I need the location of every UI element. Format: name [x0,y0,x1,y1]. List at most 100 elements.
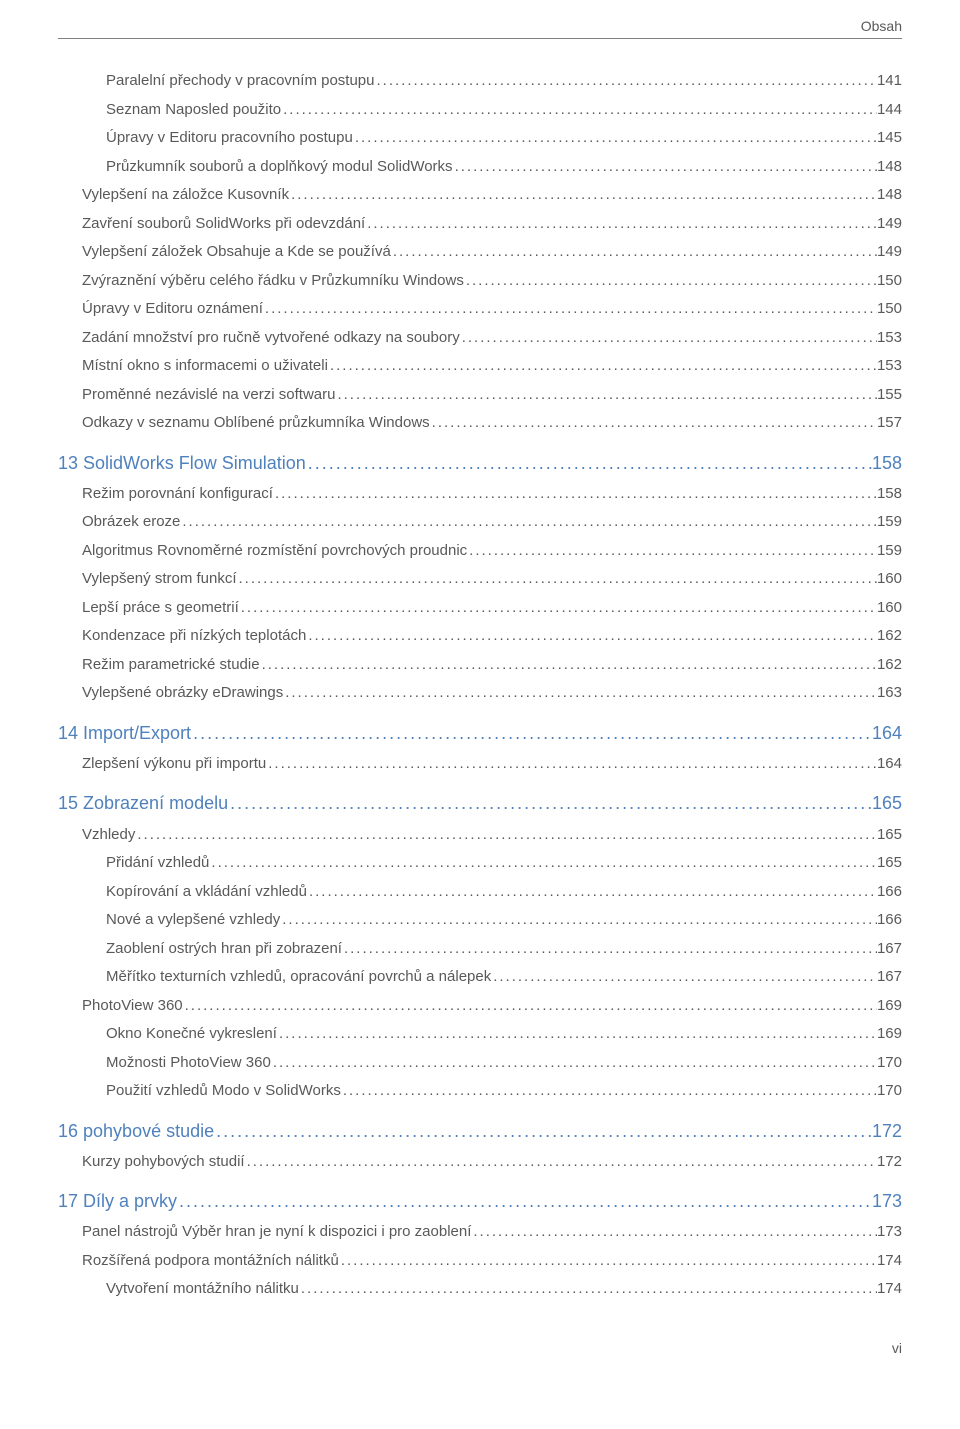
toc-label: Algoritmus Rovnoměrné rozmístění povrcho… [82,537,467,566]
toc-entry[interactable]: Režim parametrické studie162 [58,651,902,680]
toc-entry[interactable]: Panel nástrojů Výběr hran je nyní k disp… [58,1218,902,1247]
toc-label: Úpravy v Editoru oznámení [82,295,263,324]
toc-page: 149 [877,210,902,239]
toc-entry[interactable]: 17 Díly a prvky 173 [58,1184,902,1218]
toc-label: Zvýraznění výběru celého řádku v Průzkum… [82,267,464,296]
toc-entry[interactable]: Vylepšené obrázky eDrawings 163 [58,679,902,708]
toc-page: 153 [877,324,902,353]
toc-entry[interactable]: Režim porovnání konfigurací158 [58,480,902,509]
toc-leader [191,716,872,750]
toc-leader [289,181,877,210]
toc-label: Zaoblení ostrých hran při zobrazení [106,935,342,964]
toc-entry[interactable]: Zlepšení výkonu při importu164 [58,750,902,779]
toc-label: Režim porovnání konfigurací [82,480,273,509]
toc-label: Panel nástrojů Výběr hran je nyní k disp… [82,1218,471,1247]
toc-leader [453,153,877,182]
toc-leader [299,1275,877,1304]
page-header: Obsah [58,0,902,39]
toc-entry[interactable]: Vylepšení záložek Obsahuje a Kde se použ… [58,238,902,267]
toc-leader [135,821,877,850]
toc-page: 166 [877,878,902,907]
toc-entry[interactable]: Použití vzhledů Modo v SolidWorks170 [58,1077,902,1106]
toc-entry[interactable]: Paralelní přechody v pracovním postupu14… [58,67,902,96]
toc-entry[interactable]: Kurzy pohybových studií172 [58,1148,902,1177]
toc-entry[interactable]: Úpravy v Editoru oznámení150 [58,295,902,324]
page-number-value: vi [892,1340,902,1356]
toc-page: 174 [877,1247,902,1276]
toc-label: 14 Import/Export [58,716,191,750]
toc-entry[interactable]: Kopírování a vkládání vzhledů166 [58,878,902,907]
toc-entry[interactable]: Seznam Naposled použito 144 [58,96,902,125]
toc-leader [460,324,877,353]
toc-label: Proměnné nezávislé na verzi softwaru [82,381,335,410]
toc-page: 159 [877,537,902,566]
toc-entry[interactable]: PhotoView 360 169 [58,992,902,1021]
toc-leader [374,67,876,96]
toc-leader [266,750,877,779]
toc-label: Možnosti PhotoView 360 [106,1049,271,1078]
toc-entry[interactable]: 14 Import/Export164 [58,716,902,750]
toc-page: 145 [877,124,902,153]
toc-label: PhotoView 360 [82,992,183,1021]
toc-entry[interactable]: Vylepšení na záložce Kusovník148 [58,181,902,210]
toc-label: 17 Díly a prvky [58,1184,177,1218]
toc-label: Průzkumník souborů a doplňkový modul Sol… [106,153,453,182]
toc-entry[interactable]: Možnosti PhotoView 360170 [58,1049,902,1078]
toc-entry[interactable]: Nové a vylepšené vzhledy166 [58,906,902,935]
toc-leader [335,381,877,410]
toc-page: 166 [877,906,902,935]
toc-page: 160 [877,594,902,623]
toc-leader [391,238,877,267]
toc-label: Rozšířená podpora montážních nálitků [82,1247,339,1276]
toc-entry[interactable]: 15 Zobrazení modelu165 [58,786,902,820]
toc-entry[interactable]: Algoritmus Rovnoměrné rozmístění povrcho… [58,537,902,566]
toc-entry[interactable]: Místní okno s informacemi o uživateli153 [58,352,902,381]
toc-entry[interactable]: Zvýraznění výběru celého řádku v Průzkum… [58,267,902,296]
toc-page: 157 [877,409,902,438]
toc-leader [341,1077,877,1106]
toc-page: 144 [877,96,902,125]
toc-page: 165 [877,821,902,850]
toc-label: Odkazy v seznamu Oblíbené průzkumníka Wi… [82,409,430,438]
toc-page: 173 [872,1184,902,1218]
toc-leader [260,651,877,680]
toc-page: 169 [877,1020,902,1049]
toc-leader [307,878,877,907]
toc-entry[interactable]: Přidání vzhledů165 [58,849,902,878]
toc-entry[interactable]: Odkazy v seznamu Oblíbené průzkumníka Wi… [58,409,902,438]
toc-entry[interactable]: Kondenzace při nízkých teplotách162 [58,622,902,651]
toc-entry[interactable]: Vzhledy165 [58,821,902,850]
toc-entry[interactable]: Zadání množství pro ručně vytvořené odka… [58,324,902,353]
toc-entry[interactable]: Měřítko texturních vzhledů, opracování p… [58,963,902,992]
toc-page: 164 [877,750,902,779]
toc-entry[interactable]: Úpravy v Editoru pracovního postupu145 [58,124,902,153]
toc-label: Seznam Naposled použito [106,96,281,125]
toc-entry[interactable]: Zaoblení ostrých hran při zobrazení 167 [58,935,902,964]
toc-entry[interactable]: Lepší práce s geometrií 160 [58,594,902,623]
toc-leader [239,594,877,623]
toc-page: 169 [877,992,902,1021]
toc-entry[interactable]: 13 SolidWorks Flow Simulation158 [58,446,902,480]
toc-label: 16 pohybové studie [58,1114,214,1148]
toc-page: 165 [877,849,902,878]
toc-entry[interactable]: Zavření souborů SolidWorks při odevzdání… [58,210,902,239]
toc-leader [228,786,872,820]
toc-entry[interactable]: Proměnné nezávislé na verzi softwaru155 [58,381,902,410]
toc-page: 148 [877,181,902,210]
toc-entry[interactable]: Vytvoření montážního nálitku174 [58,1275,902,1304]
toc-label: Lepší práce s geometrií [82,594,239,623]
toc-page: 149 [877,238,902,267]
toc-leader [339,1247,877,1276]
toc-entry[interactable]: Vylepšený strom funkcí160 [58,565,902,594]
toc-entry[interactable]: Průzkumník souborů a doplňkový modul Sol… [58,153,902,182]
toc-page: 174 [877,1275,902,1304]
toc-entry[interactable]: Obrázek eroze159 [58,508,902,537]
toc-leader [180,508,877,537]
toc-page: 163 [877,679,902,708]
toc-entry[interactable]: 16 pohybové studie172 [58,1114,902,1148]
toc-label: Vylepšené obrázky eDrawings [82,679,283,708]
toc-page: 167 [877,935,902,964]
toc-entry[interactable]: Okno Konečné vykreslení169 [58,1020,902,1049]
toc-entry[interactable]: Rozšířená podpora montážních nálitků 174 [58,1247,902,1276]
toc-page: 150 [877,267,902,296]
